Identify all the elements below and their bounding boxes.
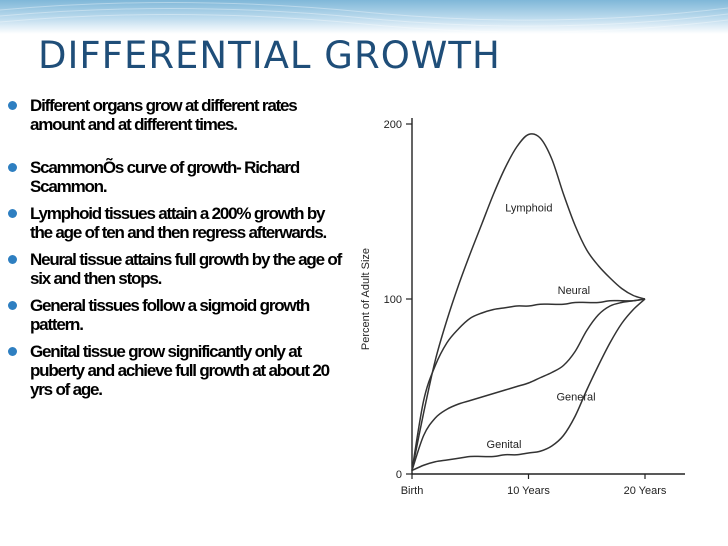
bullet-item: Lymphoid tissues attain a 200% growth by…: [8, 204, 348, 242]
chart-series-lines: [411, 133, 646, 472]
series-line-genital: [411, 298, 646, 472]
bullet-item: Neural tissue attains full growth by the…: [8, 250, 348, 288]
bullet-dot-icon: [8, 347, 17, 356]
series-label-genital: Genital: [487, 439, 522, 451]
bullet-text: ScammonÕs curve of growth- Richard Scamm…: [30, 158, 300, 196]
x-tick-label: 20 Years: [624, 485, 667, 497]
scammon-growth-chart: 0 100 200 Birth 10 Years 20 Years Percent of A…: [345, 100, 728, 510]
wave-pattern: [0, 1, 728, 33]
chart-svg: 0 100 200 Birth 10 Years 20 Years Percent of A…: [360, 118, 685, 497]
y-tick-label: 0: [396, 469, 402, 481]
y-tick-label: 100: [384, 294, 402, 306]
bullet-text: Lymphoid tissues attain a 200% growth by…: [30, 204, 327, 242]
bullet-dot-icon: [8, 255, 17, 264]
bullet-dot-icon: [8, 163, 17, 172]
bullet-dot-icon: [8, 301, 17, 310]
y-tick-label: 200: [384, 119, 402, 131]
slide-title: DIFFERENTIAL GROWTH: [38, 34, 501, 77]
bullet-text: Neural tissue attains full growth by the…: [30, 250, 342, 288]
bullet-item: Genital tissue grow significantly only a…: [8, 342, 348, 399]
bullet-item: General tissues follow a sigmoid growth …: [8, 296, 348, 334]
bullet-text: General tissues follow a sigmoid growth …: [30, 296, 310, 334]
series-line-lymphoid: [411, 133, 646, 471]
series-label-neural: Neural: [558, 285, 590, 297]
series-label-general: General: [556, 392, 595, 404]
top-decorative-band: [0, 0, 728, 34]
chart-axes: [406, 118, 685, 479]
x-tick-label: Birth: [401, 485, 424, 497]
series-line-neural: [411, 298, 646, 471]
y-axis-label: Percent of Adult Size: [360, 248, 372, 350]
series-label-lymphoid: Lymphoid: [505, 203, 552, 215]
bullet-list: Different organs grow at different rates…: [8, 96, 348, 399]
x-tick-label: 10 Years: [507, 485, 550, 497]
bullet-text: Different organs grow at different rates…: [30, 96, 298, 134]
chart-labels: 0 100 200 Birth 10 Years 20 Years Percent of A…: [360, 119, 667, 497]
bullet-item: Different organs grow at different rates…: [8, 96, 348, 134]
bullet-dot-icon: [8, 209, 17, 218]
series-line-general: [411, 298, 646, 471]
bullet-dot-icon: [8, 101, 17, 110]
bullet-text: Genital tissue grow significantly only a…: [30, 342, 330, 399]
bullet-item: ScammonÕs curve of growth- Richard Scamm…: [8, 158, 348, 196]
